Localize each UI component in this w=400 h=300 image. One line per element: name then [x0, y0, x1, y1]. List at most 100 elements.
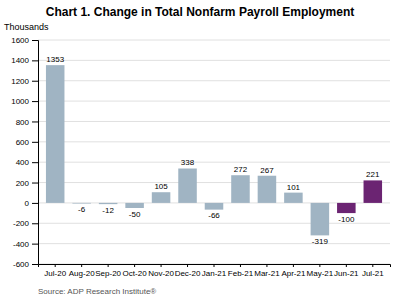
data-label: 101	[287, 183, 301, 192]
y-tick: 1400	[11, 56, 38, 65]
y-tick-label: -200	[13, 219, 30, 228]
y-tick-mark	[32, 101, 38, 102]
x-tick-label: Mar-21	[254, 269, 280, 278]
bar	[258, 176, 277, 203]
x-tick-mark	[372, 264, 373, 267]
grid-line	[38, 80, 390, 81]
y-tick-mark	[32, 142, 38, 143]
x-tick-mark	[187, 264, 188, 267]
y-tick-mark	[32, 81, 38, 82]
y-tick-label: 600	[16, 138, 30, 147]
data-label: -50	[129, 210, 141, 219]
x-tick-mark	[319, 264, 320, 267]
x-tick-label: Aug-20	[69, 269, 95, 278]
y-tick: -600	[13, 260, 38, 269]
x-tick-mark	[108, 264, 109, 267]
data-label: -6	[78, 205, 86, 214]
x-tick-label: May-21	[307, 269, 334, 278]
y-tick-label: 1600	[11, 36, 29, 45]
bar	[364, 180, 383, 203]
x-tick: Dec-20	[175, 264, 201, 278]
x-tick-label: Jul-20	[44, 269, 66, 278]
bar	[205, 203, 224, 210]
x-tick-label: Oct-20	[123, 269, 148, 278]
y-tick: 0	[25, 199, 38, 208]
data-label: 338	[181, 158, 195, 167]
grid-line	[38, 243, 390, 244]
x-tick-label: Jul-21	[362, 269, 384, 278]
bar	[231, 175, 250, 203]
data-label: -100	[338, 215, 355, 224]
y-tick: -400	[13, 240, 38, 249]
x-tick: Jul-20	[44, 264, 66, 278]
x-tick-label: Apr-21	[281, 269, 306, 278]
grid-line	[38, 141, 390, 142]
y-axis: -600 -400 -200 0 200 400 600 800 1000 1200 1400 160…	[11, 36, 38, 269]
x-tick: Mar-21	[254, 264, 280, 278]
y-axis-line	[32, 41, 39, 265]
bar	[311, 203, 330, 235]
x-tick-mark	[293, 264, 294, 267]
data-label: 221	[366, 170, 380, 179]
x-tick: Sep-20	[95, 264, 121, 278]
x-tick-mark	[134, 264, 135, 267]
x-tick-label: Dec-20	[175, 269, 201, 278]
title: Chart 1. Change in Total Nonfarm Payroll…	[46, 5, 355, 19]
x-tick: Jan-21	[202, 264, 227, 278]
grid-line	[38, 223, 390, 224]
y-tick: 1600	[11, 36, 38, 45]
y-tick-label: 200	[16, 179, 30, 188]
y-tick: 1000	[11, 97, 38, 106]
y-tick-mark	[32, 183, 38, 184]
data-label: -66	[208, 211, 220, 220]
x-tick: Apr-21	[281, 264, 306, 278]
x-tick: Feb-21	[228, 264, 254, 278]
bar	[178, 168, 197, 202]
plot: -600 -400 -200 0 200 400 600 800 1000 1200 1400 160…	[11, 36, 390, 278]
y-tick-mark	[32, 244, 38, 245]
grid-line	[38, 182, 390, 183]
data-label: -12	[102, 206, 114, 215]
x-tick-mark	[55, 264, 56, 267]
data-label: 267	[260, 166, 274, 175]
x-tick-label: Sep-20	[95, 269, 121, 278]
bars	[46, 65, 382, 235]
x-tick-mark	[214, 264, 215, 267]
x-tick: Jun-21	[334, 264, 359, 278]
x-tick: Nov-20	[148, 264, 174, 278]
bar	[125, 203, 144, 208]
bar	[46, 65, 65, 203]
y-tick-mark	[32, 264, 38, 265]
x-axis-line	[39, 265, 391, 268]
y-tick-mark	[32, 40, 38, 41]
y-tick: 1200	[11, 77, 38, 86]
x-tick-mark	[240, 264, 241, 267]
y-tick-label: 0	[25, 199, 30, 208]
x-tick-label: Jun-21	[334, 269, 359, 278]
data-labels: 1353-6-12-50105338-66272267101-319-10022…	[46, 55, 380, 246]
y-tick: 400	[16, 158, 38, 167]
chart: -600 -400 -200 0 200 400 600 800 1000 1200 1400 160…	[0, 0, 400, 300]
x-tick: May-21	[307, 264, 334, 278]
x-tick: Aug-20	[69, 264, 95, 278]
y-tick-mark	[32, 121, 38, 122]
data-label: 272	[234, 165, 248, 174]
y-tick-mark	[32, 162, 38, 163]
x-tick-label: Nov-20	[148, 269, 174, 278]
bar	[72, 202, 91, 204]
x-tick-label: Jan-21	[202, 269, 227, 278]
bar	[337, 203, 356, 213]
y-tick-mark	[32, 60, 38, 61]
grid	[38, 40, 390, 264]
grid-line	[38, 60, 390, 61]
x-tick-mark	[266, 264, 267, 267]
y-tick: -200	[13, 219, 38, 228]
x-tick-label: Feb-21	[228, 269, 254, 278]
y-tick-mark	[32, 203, 38, 204]
x-tick-mark	[346, 264, 347, 267]
bar	[99, 203, 118, 204]
grid-line	[38, 162, 390, 163]
annotation: Source: ADP Research Institute®	[38, 287, 156, 296]
y-tick-label: 800	[16, 118, 30, 127]
y-tick-label: 1400	[11, 56, 29, 65]
